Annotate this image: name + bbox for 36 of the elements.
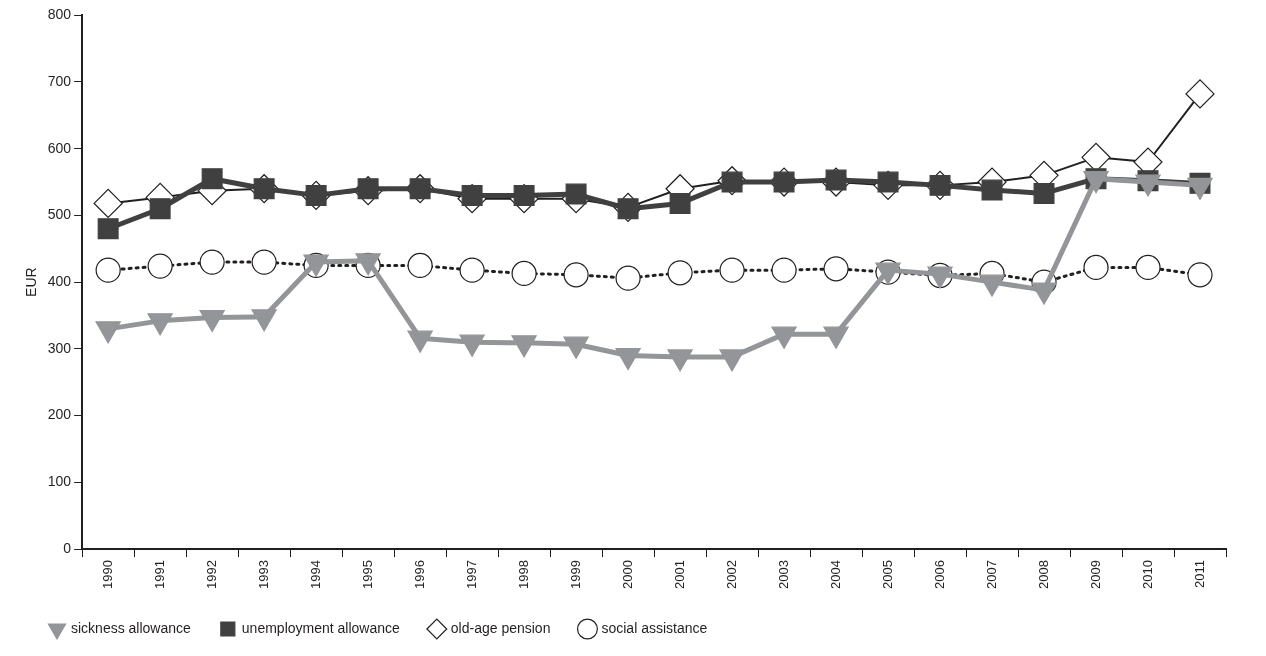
y-tick-label: 700	[47, 72, 72, 89]
legend-label: unemployment allowance	[241, 619, 401, 636]
x-tick-label: 1991	[151, 560, 167, 589]
legend-label: old-age pension	[450, 619, 551, 636]
y-tick-label: 100	[47, 473, 72, 490]
y-tick-label: 800	[47, 6, 72, 23]
x-tick-label: 1992	[203, 560, 219, 589]
y-tick-label: 500	[47, 206, 72, 223]
x-tick-label: 2001	[671, 560, 687, 589]
x-tick-label: 2011	[1191, 560, 1207, 589]
x-tick-label: 1995	[359, 560, 375, 589]
x-tick-label: 1993	[255, 560, 271, 589]
x-tick-label: 2009	[1087, 560, 1103, 589]
y-axis-title: EUR	[23, 267, 40, 297]
x-tick-label: 1994	[307, 560, 323, 589]
x-tick-label: 1996	[411, 560, 427, 589]
x-tick-label: 2003	[775, 560, 791, 589]
y-tick-label: 200	[47, 406, 72, 423]
x-tick-label: 2007	[983, 560, 999, 589]
y-tick-label: 0	[63, 539, 72, 556]
x-tick-label: 1999	[567, 560, 583, 589]
x-tick-label: 1997	[463, 560, 479, 589]
y-tick-label: 600	[47, 139, 72, 156]
x-tick-label: 2005	[879, 560, 895, 589]
legend-label: social assistance	[601, 619, 708, 636]
x-tick-label: 2002	[723, 560, 739, 589]
x-tick-label: 2000	[619, 560, 635, 589]
y-tick-label: 300	[47, 339, 72, 356]
x-tick-label: 1990	[99, 560, 115, 589]
x-tick-label: 1998	[515, 560, 531, 589]
x-tick-label: 2006	[931, 560, 947, 589]
x-tick-label: 2010	[1139, 560, 1155, 589]
x-tick-label: 2008	[1035, 560, 1051, 589]
x-tick-label: 2004	[827, 560, 843, 589]
y-tick-label: 400	[47, 273, 72, 289]
legend-label: sickness allowance	[71, 619, 192, 636]
